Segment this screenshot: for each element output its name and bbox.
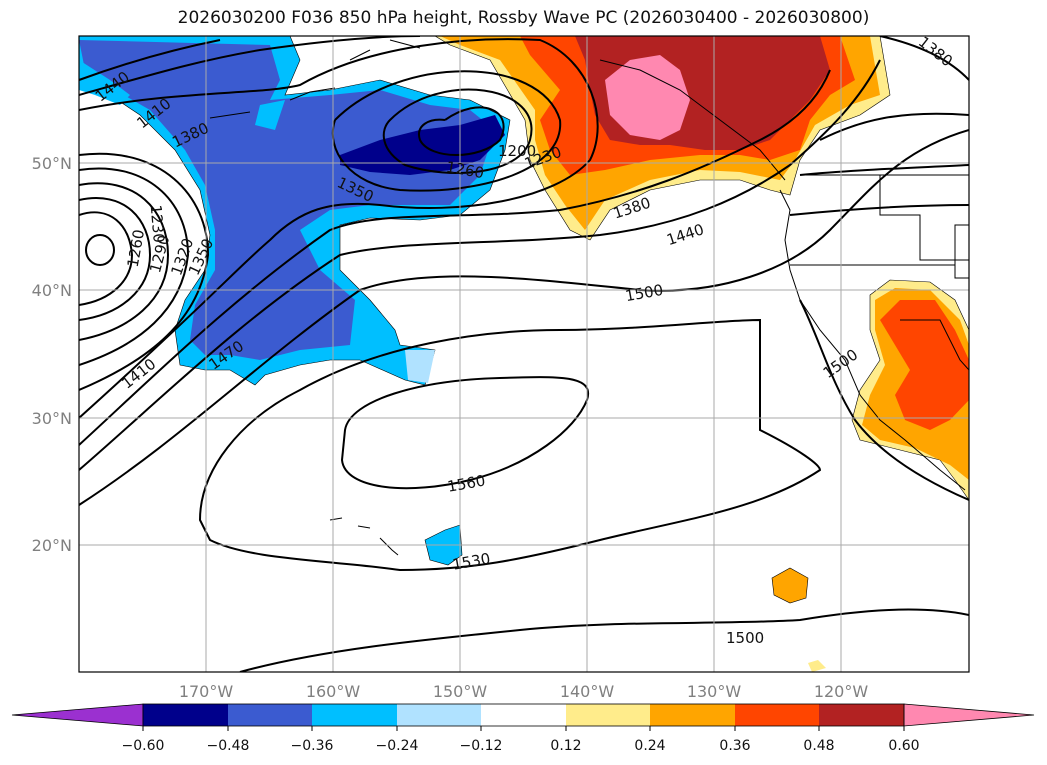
lon-ticks: 170°W 160°W 150°W 140°W 130°W 120°W [179,682,869,701]
colorbar-tick-label: −0.36 [291,738,334,754]
lon-tick-label: 140°W [560,682,615,701]
lon-tick-label: 150°W [433,682,488,701]
contour-label: 1200 [498,142,536,160]
colorbar: −0.60 −0.48 −0.36 −0.24 −0.12 0.12 0.24 … [11,703,1035,754]
colorbar-segment [566,704,650,726]
coastlines [209,39,969,556]
colorbar-tick-label: 0.36 [719,738,750,754]
colorbar-extend-high [903,703,1035,727]
colorbar-segment [735,704,819,726]
colorbar-tick-label: 0.12 [550,738,581,754]
map-frame [78,35,970,673]
colorbar-tick-label: −0.48 [207,738,250,754]
colorbar-segment [143,704,228,726]
fill-field [79,36,969,672]
colorbar-segment [481,704,566,726]
lon-tick-label: 170°W [179,682,234,701]
colorbar-extend-low [11,703,144,727]
lat-ticks: 50°N 40°N 30°N 20°N [32,154,72,555]
lat-tick-label: 20°N [32,536,72,555]
colorbar-segment [228,704,312,726]
gridlines [79,36,969,672]
colorbar-tick-label: −0.24 [376,738,419,754]
height-contours [79,36,969,672]
colorbar-segment [650,704,735,726]
strongest-positive-region [605,55,690,140]
map-title: 2026030200 F036 850 hPa height, Rossby W… [177,8,870,28]
lon-tick-label: 160°W [306,682,361,701]
contour-label: 1500 [726,629,764,647]
colorbar-tick-label: −0.60 [122,738,165,754]
lat-tick-label: 40°N [32,281,72,300]
lon-tick-label: 130°W [687,682,742,701]
colorbar-tick-label: 0.48 [803,738,834,754]
contour-label: 1230 [147,204,168,244]
lat-tick-label: 50°N [32,154,72,173]
lon-tick-label: 120°W [814,682,869,701]
colorbar-segment [312,704,397,726]
colorbar-tick-label: −0.12 [460,738,503,754]
colorbar-tick-label: 0.60 [888,738,919,754]
colorbar-segment [819,704,904,726]
lat-tick-label: 30°N [32,409,72,428]
colorbar-segment [397,704,481,726]
colorbar-tick-label: 0.24 [634,738,665,754]
